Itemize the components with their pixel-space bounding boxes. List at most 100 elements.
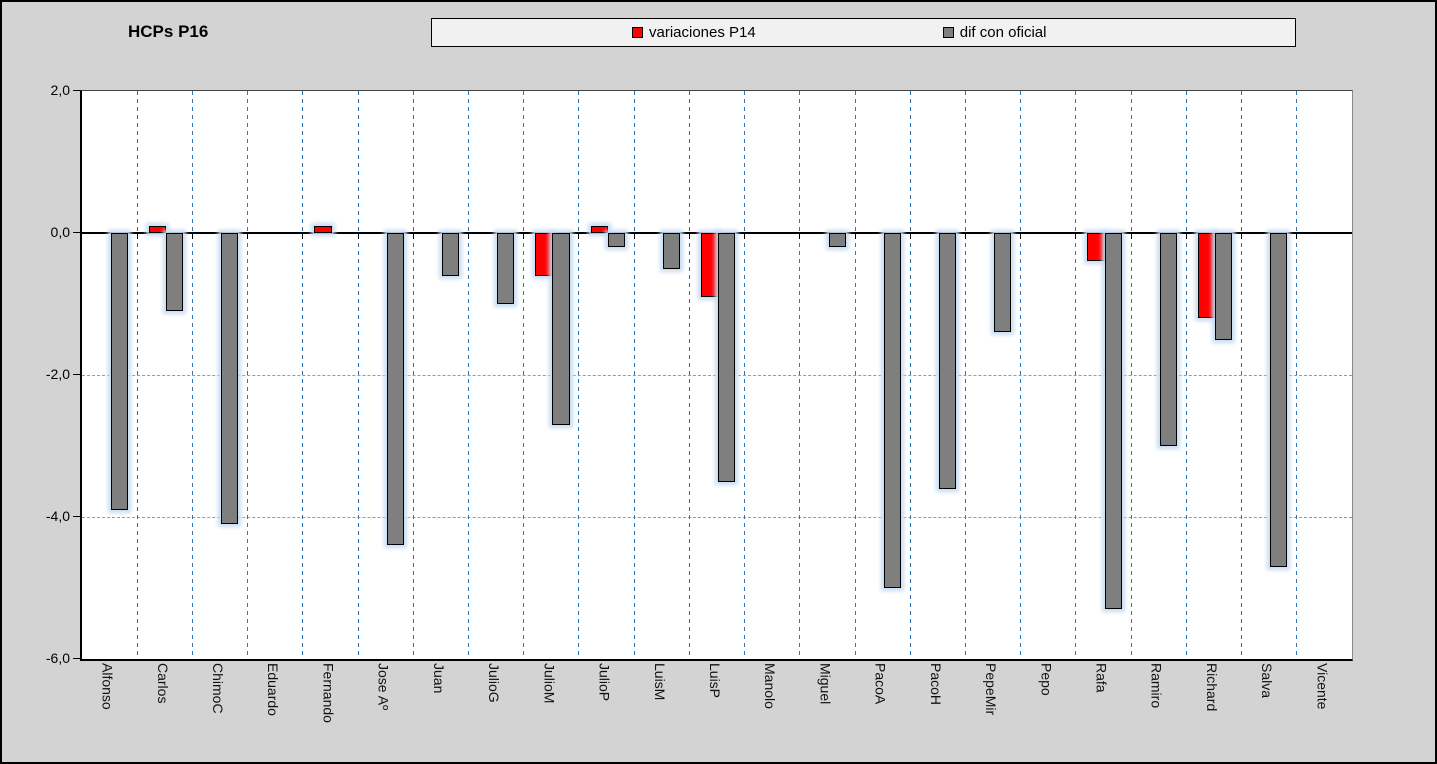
category-separator-line: [799, 91, 801, 659]
zero-axis-tick: [302, 232, 304, 239]
y-axis-tick-label: -2,0: [45, 366, 70, 382]
x-axis-label-slot: LuisP: [687, 663, 742, 759]
bar-dif-con-oficial: [1159, 233, 1177, 446]
category-label: ChimoC: [210, 663, 227, 714]
zero-axis-tick: [1241, 232, 1243, 239]
x-axis-label-slot: Miguel: [798, 663, 853, 759]
category-separator-line: [688, 91, 690, 659]
y-axis-tick-label: 0,0: [50, 224, 70, 240]
legend-label-dif: dif con oficial: [959, 24, 1047, 41]
category-label: LuisM: [651, 663, 668, 701]
legend: variaciones P14 dif con oficial: [431, 18, 1296, 47]
category-label: Miguel: [817, 663, 834, 705]
x-axis-label-slot: Rafa: [1074, 663, 1129, 759]
category-label: Pepo: [1038, 663, 1055, 696]
x-axis-label-slot: PepeMir: [963, 663, 1018, 759]
category-slot: [1242, 91, 1297, 659]
zero-axis-tick: [964, 232, 966, 239]
category-slot: [745, 91, 800, 659]
x-axis-label-slot: LuisM: [632, 663, 687, 759]
x-axis-label-slot: PacoA: [853, 663, 908, 759]
bar-variaciones-p14: [590, 225, 608, 233]
zero-axis-tick: [633, 232, 635, 239]
zero-axis-tick: [1020, 232, 1022, 239]
x-axis-label-slot: Eduardo: [246, 663, 301, 759]
category-slot: [689, 91, 744, 659]
category-separator-line: [523, 91, 525, 659]
bar-variaciones-p14: [314, 225, 332, 233]
category-slot: [358, 91, 413, 659]
legend-entry-variaciones: variaciones P14: [632, 24, 756, 41]
category-separator-line: [191, 91, 193, 659]
x-axis-label-slot: Salva: [1240, 663, 1295, 759]
category-slot: [524, 91, 579, 659]
bar-dif-con-oficial: [662, 233, 680, 269]
zero-axis-tick: [688, 232, 690, 239]
x-axis-label-slot: JulioP: [577, 663, 632, 759]
x-axis-label-slot: Vicente: [1295, 663, 1350, 759]
legend-label-variaciones: variaciones P14: [649, 24, 756, 41]
category-label: JulioM: [541, 663, 558, 704]
category-separator-line: [412, 91, 414, 659]
bar-variaciones-p14: [148, 225, 166, 233]
category-label: Fernando: [320, 663, 337, 723]
category-separator-line: [1130, 91, 1132, 659]
bar-dif-con-oficial: [1104, 233, 1122, 610]
category-label: Richard: [1203, 663, 1220, 712]
category-slot: [965, 91, 1020, 659]
category-label: PacoH: [927, 663, 944, 706]
category-slot: [800, 91, 855, 659]
category-separator-line: [302, 91, 304, 659]
category-label: Rafa: [1093, 663, 1110, 693]
category-label: JulioP: [596, 663, 613, 702]
category-label: PacoA: [872, 663, 889, 705]
plot-area: [80, 90, 1353, 661]
bar-dif-con-oficial: [1270, 233, 1288, 567]
zero-axis-tick: [523, 232, 525, 239]
category-slot: [82, 91, 137, 659]
category-separator-line: [136, 91, 138, 659]
legend-entry-dif: dif con oficial: [942, 24, 1047, 41]
bar-variaciones-p14: [700, 233, 719, 297]
bar-dif-con-oficial: [497, 233, 515, 304]
category-slot: [1131, 91, 1186, 659]
y-axis-tick-mark: [73, 658, 80, 659]
category-slot: [1076, 91, 1131, 659]
category-slot: [137, 91, 192, 659]
category-slot: [469, 91, 524, 659]
zero-axis-tick: [468, 232, 470, 239]
x-axis-label-slot: Fernando: [301, 663, 356, 759]
x-axis-label-slot: Juan: [411, 663, 466, 759]
y-axis-tick-mark: [73, 232, 80, 233]
x-axis-label-slot: PacoH: [908, 663, 963, 759]
bar-dif-con-oficial: [607, 233, 625, 248]
y-axis-tick-mark: [73, 374, 80, 375]
zero-axis-tick: [1130, 232, 1132, 239]
zero-axis-tick: [247, 232, 249, 239]
y-axis-tick-mark: [73, 90, 80, 91]
category-label: Vicente: [1314, 663, 1331, 710]
y-axis-tick-label: 2,0: [50, 82, 70, 98]
legend-swatch-red-icon: [632, 27, 643, 38]
category-slot: [910, 91, 965, 659]
category-slot: [855, 91, 910, 659]
bar-dif-con-oficial: [718, 233, 736, 482]
bar-dif-con-oficial: [442, 233, 460, 276]
category-slot: [634, 91, 689, 659]
zero-axis-tick: [1075, 232, 1077, 239]
category-label: Carlos: [154, 663, 171, 704]
category-label: LuisP: [706, 663, 723, 699]
zero-axis-tick: [136, 232, 138, 239]
category-slot: [1297, 91, 1352, 659]
category-separator-line: [468, 91, 470, 659]
zero-axis-tick: [191, 232, 193, 239]
y-gridline: [82, 516, 1352, 518]
category-separator-line: [1296, 91, 1298, 659]
category-label: Juan: [430, 663, 447, 694]
category-label: Ramiro: [1148, 663, 1165, 709]
category-separator-line: [1075, 91, 1077, 659]
category-label: JulioG: [486, 663, 503, 703]
bar-dif-con-oficial: [938, 233, 957, 489]
bar-dif-con-oficial: [1215, 233, 1233, 340]
